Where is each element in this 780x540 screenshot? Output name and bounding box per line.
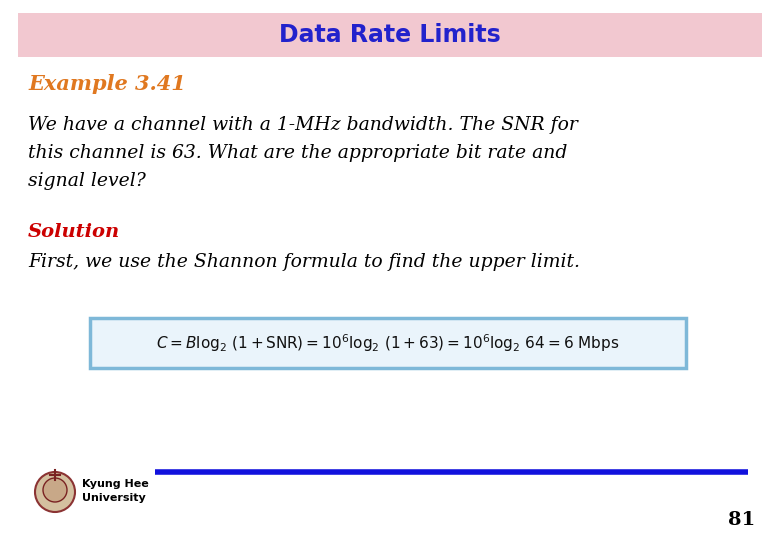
- Text: Kyung Hee: Kyung Hee: [82, 479, 149, 489]
- Text: 81: 81: [728, 511, 755, 529]
- Text: $C = B\log_2\,(1 + \mathrm{SNR}) = 10^6\log_2\,(1 + 63) = 10^6\log_2\,64 = 6\ \m: $C = B\log_2\,(1 + \mathrm{SNR}) = 10^6\…: [156, 332, 619, 354]
- Text: this channel is 63. What are the appropriate bit rate and: this channel is 63. What are the appropr…: [28, 144, 567, 162]
- Text: signal level?: signal level?: [28, 172, 146, 190]
- Text: University: University: [82, 493, 146, 503]
- Circle shape: [35, 472, 75, 512]
- Text: First, we use the Shannon formula to find the upper limit.: First, we use the Shannon formula to fin…: [28, 253, 580, 271]
- Text: Solution: Solution: [28, 223, 120, 241]
- Text: Example 3.41: Example 3.41: [28, 74, 186, 94]
- FancyBboxPatch shape: [90, 318, 686, 368]
- Text: Data Rate Limits: Data Rate Limits: [279, 23, 501, 47]
- Bar: [18, 13, 762, 57]
- Circle shape: [43, 478, 67, 502]
- Text: We have a channel with a 1-MHz bandwidth. The SNR for: We have a channel with a 1-MHz bandwidth…: [28, 116, 578, 134]
